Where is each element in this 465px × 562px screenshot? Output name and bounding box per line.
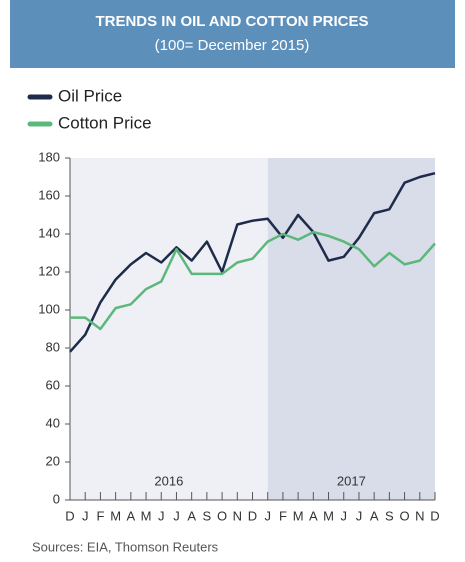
x-tick-label: N [233, 508, 242, 523]
legend-label: Oil Price [58, 86, 122, 105]
period-band [267, 158, 435, 500]
x-tick-label: M [110, 508, 121, 523]
x-tick-label: J [82, 508, 89, 523]
y-tick-label: 120 [38, 263, 60, 278]
period-label: 2016 [154, 473, 183, 488]
y-tick-label: 160 [38, 187, 60, 202]
x-tick-label: N [415, 508, 424, 523]
title-banner [10, 0, 455, 68]
y-tick-label: 80 [46, 339, 60, 354]
x-tick-label: J [158, 508, 165, 523]
y-tick-label: 40 [46, 415, 60, 430]
line-series [70, 230, 436, 331]
source: Sources: EIA, Thomson Reuters [32, 539, 219, 554]
x-tick-label: A [126, 508, 135, 523]
x-tick-label: A [370, 508, 379, 523]
x-tick-label: D [430, 508, 439, 523]
x-tick-label: J [341, 508, 348, 523]
x-tick-label: D [65, 508, 74, 523]
x-tick-label: A [187, 508, 196, 523]
x-tick-label: A [309, 508, 318, 523]
x-tick-label: O [400, 508, 410, 523]
x-tick-label: F [279, 508, 287, 523]
x-tick-label: S [385, 508, 394, 523]
line-series [69, 171, 436, 353]
x-tick-label: J [173, 508, 180, 523]
y-tick-label: 0 [53, 491, 60, 506]
x-tick-label: J [264, 508, 271, 523]
x-tick-label: S [203, 508, 212, 523]
x-tick-label: M [323, 508, 334, 523]
x-tick-label: M [293, 508, 304, 523]
x-tick-label: J [356, 508, 363, 523]
period-band [70, 158, 268, 500]
x-tick-label: M [141, 508, 152, 523]
y-tick-label: 20 [46, 453, 60, 468]
period-label: 2017 [337, 473, 366, 488]
x-tick-label: F [96, 508, 104, 523]
legend-label: Cotton Price [58, 113, 152, 132]
chart-subtitle: (100= December 2015) [155, 37, 310, 54]
chart-title: TRENDS IN OIL AND COTTON PRICES [95, 13, 368, 30]
y-tick-label: 180 [38, 149, 60, 164]
y-tick-label: 140 [38, 225, 60, 240]
y-tick-label: 60 [46, 377, 60, 392]
x-tick-label: D [248, 508, 257, 523]
x-tick-label: O [217, 508, 227, 523]
y-tick-label: 100 [38, 301, 60, 316]
